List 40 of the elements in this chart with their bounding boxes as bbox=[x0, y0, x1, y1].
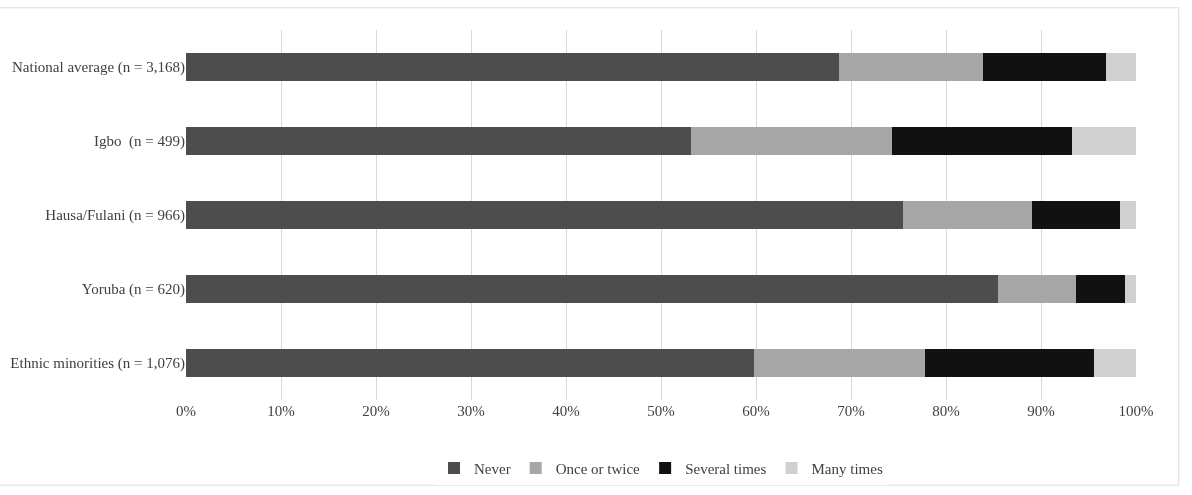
bar bbox=[998, 274, 1077, 304]
bar bbox=[903, 200, 1033, 230]
bar bbox=[1105, 52, 1136, 82]
x-tick-label: 80% bbox=[932, 403, 960, 419]
x-tick-label: 100% bbox=[1118, 403, 1154, 419]
bar bbox=[754, 348, 926, 378]
y-tick-label: Hausa/Fulani (n = 966) bbox=[45, 207, 185, 225]
bar bbox=[186, 200, 904, 230]
bar bbox=[1119, 200, 1136, 230]
legend-label: Never bbox=[474, 460, 511, 477]
x-tick-label: 20% bbox=[362, 403, 390, 419]
bar bbox=[1124, 274, 1136, 304]
x-tick-label: 60% bbox=[742, 403, 770, 419]
bar bbox=[1032, 200, 1120, 230]
bar bbox=[983, 52, 1106, 82]
x-tick-label: 50% bbox=[647, 403, 675, 419]
legend-label: Many times bbox=[811, 460, 883, 477]
bar bbox=[1072, 126, 1136, 156]
y-tick-label: Igbo (n = 499) bbox=[94, 133, 185, 151]
x-tick-label: 30% bbox=[457, 403, 485, 419]
bar bbox=[186, 52, 839, 82]
bar bbox=[186, 348, 755, 378]
x-tick-label: 90% bbox=[1027, 403, 1055, 419]
bar bbox=[186, 126, 692, 156]
y-tick-label: Ethnic minorities (n = 1,076) bbox=[10, 355, 185, 373]
bar bbox=[1076, 274, 1125, 304]
bar bbox=[838, 52, 984, 82]
x-tick-label: 70% bbox=[837, 403, 865, 419]
bar bbox=[891, 126, 1073, 156]
bar bbox=[925, 348, 1095, 378]
bar bbox=[186, 274, 999, 304]
legend-label: Several times bbox=[685, 460, 767, 477]
legend-label: Once or twice bbox=[555, 460, 641, 477]
x-tick-label: 0% bbox=[176, 403, 196, 419]
bar bbox=[1094, 348, 1136, 378]
y-tick-label: National average (n = 3,168) bbox=[12, 59, 185, 77]
bar bbox=[691, 126, 892, 156]
y-tick-label: Yoruba (n = 620) bbox=[81, 281, 185, 299]
x-tick-label: 10% bbox=[267, 403, 295, 419]
x-tick-label: 40% bbox=[552, 403, 580, 419]
